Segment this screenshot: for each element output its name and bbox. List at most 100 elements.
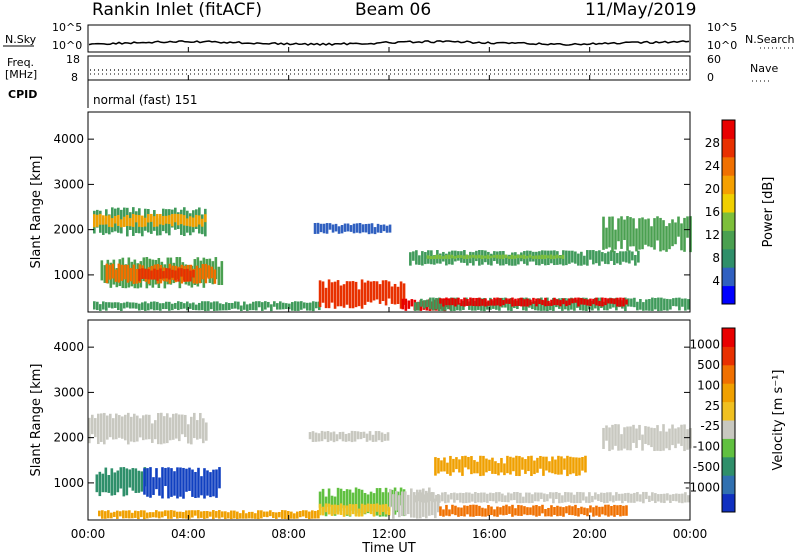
echo-cell <box>188 467 191 491</box>
echo-cell <box>672 298 675 307</box>
echo-cell <box>641 434 644 451</box>
echo-cell <box>128 510 131 519</box>
echo-cell <box>586 299 589 306</box>
echo-cell <box>610 298 613 304</box>
echo-cell <box>470 456 473 475</box>
echo-cell <box>523 299 526 307</box>
echo-cell <box>663 493 666 504</box>
echo-cell <box>348 281 352 309</box>
echo-cell <box>308 432 312 440</box>
echo-cell <box>586 250 589 266</box>
echo-cell <box>167 510 170 519</box>
echo-cell <box>162 271 165 279</box>
echo-cell <box>561 254 565 259</box>
echo-cell <box>357 488 361 514</box>
echo-cell <box>650 226 653 248</box>
echo-region <box>95 467 147 497</box>
echo-cell <box>629 426 632 451</box>
echo-cell <box>338 432 342 440</box>
colorbar-segment <box>722 285 735 305</box>
echo-cell <box>550 505 553 517</box>
echo-cell <box>539 455 542 469</box>
echo-cell <box>353 431 357 442</box>
echo-cell <box>598 300 601 307</box>
echo-cell <box>366 280 370 302</box>
echo-cell <box>450 254 454 259</box>
echo-cell <box>567 492 570 502</box>
echo-cell <box>333 504 337 515</box>
echo-cell <box>114 302 117 308</box>
echo-cell <box>281 510 284 519</box>
echo-cell <box>613 504 616 517</box>
echo-cell <box>439 506 442 516</box>
echo-cell <box>227 512 230 519</box>
echo-cell <box>215 469 218 498</box>
echo-cell <box>454 250 457 262</box>
echo-cell <box>588 492 591 504</box>
echo-cell <box>98 510 101 517</box>
echo-cell <box>374 431 378 442</box>
echo-cell <box>124 414 127 441</box>
colorbar-segment <box>722 267 735 287</box>
echo-cell <box>413 492 416 518</box>
echo-cell <box>326 431 330 443</box>
echo-cell <box>635 228 638 252</box>
echo-cell <box>220 261 224 286</box>
echo-cell <box>113 511 116 518</box>
echo-cell <box>472 252 475 266</box>
y-tick-label: 3000 <box>53 385 84 399</box>
colorbar-tick-label: -25 <box>700 419 720 433</box>
echo-cell <box>602 427 605 449</box>
echo-cell <box>108 215 111 227</box>
echo-cell <box>439 298 442 304</box>
echo-cell <box>546 255 550 259</box>
echo-cell <box>433 255 436 265</box>
echo-cell <box>183 303 186 309</box>
echo-cell <box>468 492 471 503</box>
echo-cell <box>330 504 334 516</box>
echo-cell <box>186 301 189 311</box>
echo-cell <box>530 455 533 477</box>
echo-cell <box>117 214 120 226</box>
echo-cell <box>242 510 245 519</box>
echo-cell <box>111 302 114 309</box>
echo-cell <box>438 297 441 312</box>
echo-cell <box>606 299 609 311</box>
echo-cell <box>554 459 557 475</box>
echo-cell <box>252 301 255 311</box>
echo-cell <box>157 413 160 445</box>
echo-cell <box>146 468 149 497</box>
echo-cell <box>485 458 488 473</box>
echo-cell <box>630 493 633 503</box>
echo-cell <box>555 254 559 259</box>
echo-cell <box>284 510 287 519</box>
echo-cell <box>639 299 642 310</box>
echo-cell <box>417 301 420 311</box>
echo-cell <box>442 509 445 517</box>
echo-cell <box>579 492 582 504</box>
echo-cell <box>132 264 136 284</box>
echo-cell <box>648 495 651 502</box>
echo-cell <box>477 254 481 259</box>
echo-cell <box>634 254 637 266</box>
echo-cell <box>429 492 432 502</box>
echo-cell <box>559 255 562 265</box>
echo-cell <box>202 418 205 444</box>
echo-cell <box>540 254 544 260</box>
echo-cell <box>147 213 150 223</box>
echo-cell <box>492 493 495 502</box>
echo-cell <box>344 433 348 442</box>
echo-cell <box>545 456 548 471</box>
echo-cell <box>459 492 462 503</box>
echo-cell <box>108 264 112 280</box>
echo-cell <box>155 510 158 518</box>
echo-cell <box>534 255 538 259</box>
echo-cell <box>511 504 514 517</box>
colorbar-tick-label: -1000 <box>685 481 720 495</box>
echo-cell <box>583 255 586 265</box>
echo-cell <box>513 492 516 501</box>
echo-cell <box>481 507 484 517</box>
echo-cell <box>479 455 482 477</box>
echo-cell <box>141 302 144 310</box>
echo-cell <box>492 254 496 258</box>
